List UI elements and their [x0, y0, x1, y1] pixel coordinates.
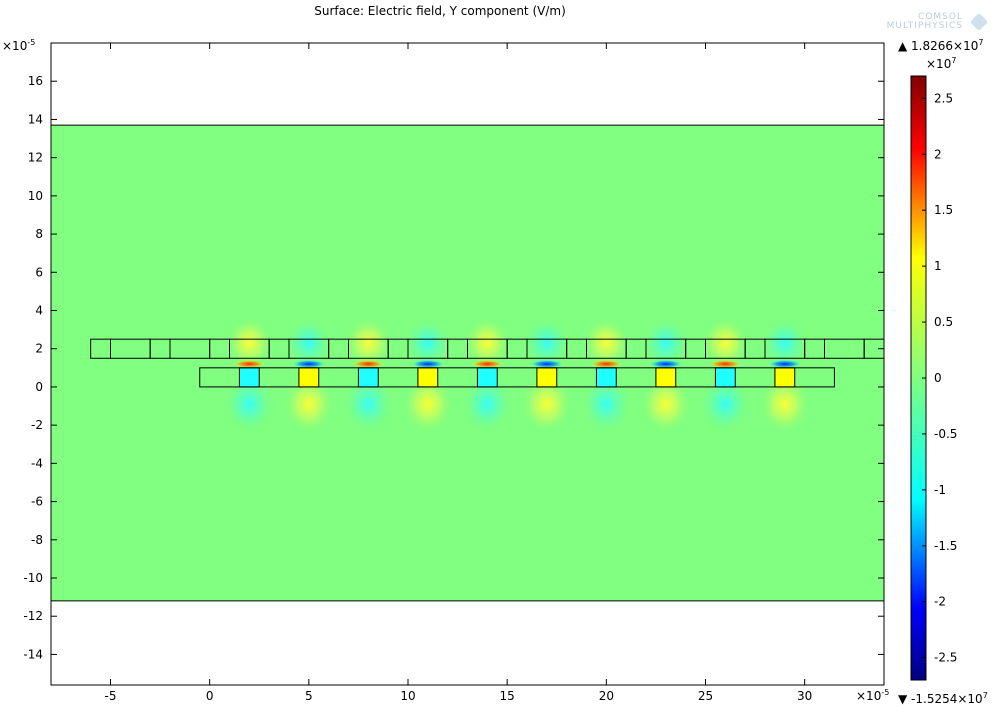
field-hotspot: [471, 360, 504, 368]
electrode-outline: [238, 367, 260, 388]
field-hotspot: [590, 360, 623, 368]
y-axis-multiplier: ×10-5: [2, 38, 35, 53]
field-lobe-upper: [463, 316, 512, 369]
x-tick-label: 0: [206, 689, 214, 703]
y-tick-label: -2: [31, 418, 43, 432]
colorbar-tick-label: -2.5: [934, 651, 957, 665]
colorbar-multiplier: ×107: [926, 56, 956, 71]
field-lobe-lower: [639, 374, 692, 435]
y-tick-label: 6: [35, 265, 43, 279]
x-axis-multiplier: ×10-5: [856, 688, 889, 703]
field-lobe-lower: [342, 374, 395, 435]
colorbar-tick-label: -1.5: [934, 539, 957, 553]
y-tick-label: -8: [31, 533, 43, 547]
y-tick-label: 14: [28, 112, 43, 126]
field-lobe-lower: [580, 374, 633, 435]
field-lobe-lower: [520, 374, 573, 435]
x-tick-label: 5: [305, 689, 313, 703]
electrode-outline: [714, 367, 736, 388]
field-lobe-upper: [522, 316, 571, 369]
y-tick-label: -4: [31, 456, 43, 470]
electrode-outline: [595, 367, 617, 388]
field-lobe-lower: [461, 374, 514, 435]
x-tick-label: 10: [400, 689, 415, 703]
field-lobe-upper: [701, 316, 750, 369]
electrode-field: [358, 367, 379, 387]
colorbar-tick-label: 0.5: [934, 315, 953, 329]
field-hotspot: [709, 360, 742, 368]
colorbar-tick-label: -0.5: [934, 427, 957, 441]
electrode-field: [774, 367, 795, 387]
lower-strip: [199, 367, 835, 388]
plot-frame: [50, 42, 885, 686]
comsol-logo: COMSOL MULTIPHYSICS: [869, 12, 989, 34]
colorbar-tick-label: 2: [934, 147, 942, 161]
colorbar-tick-label: -2: [934, 595, 946, 609]
y-tick-label: -10: [23, 571, 43, 585]
x-tick-label: 25: [698, 689, 713, 703]
y-tick-label: 10: [28, 189, 43, 203]
colorbar-tick-label: -1: [934, 483, 946, 497]
colorbar-tick-label: 2.5: [934, 91, 953, 105]
colorbar-max-label: ▲ 1.8266×107: [898, 38, 983, 53]
colorbar-tick-label: 1.5: [934, 203, 953, 217]
electrode-outline: [298, 367, 320, 388]
y-tick-label: 16: [28, 74, 43, 88]
electrode-field: [298, 367, 319, 387]
field-hotspot: [292, 360, 325, 368]
x-tick-label: 15: [500, 689, 515, 703]
y-tick-label: 2: [35, 342, 43, 356]
field-lobe-lower: [223, 374, 276, 435]
y-tick-label: 8: [35, 227, 43, 241]
x-tick-label: -5: [105, 689, 117, 703]
field-hotspot: [649, 360, 682, 368]
field-lobe-upper: [641, 316, 690, 369]
electrode-outline: [357, 367, 379, 388]
electrode-outline: [774, 367, 796, 388]
electrode-outline: [655, 367, 677, 388]
colorbar-tick-label: 1: [934, 259, 942, 273]
field-lobe-upper: [582, 316, 631, 369]
y-tick-label: -12: [23, 609, 43, 623]
logo-text-line1: COMSOL: [918, 12, 963, 22]
field-lobe-upper: [403, 316, 452, 369]
y-tick-label: 12: [28, 151, 43, 165]
field-hotspot: [352, 360, 385, 368]
field-lobe-lower: [401, 374, 454, 435]
y-tick-label: -6: [31, 495, 43, 509]
electrode-field: [239, 367, 260, 387]
logo-text-line2: MULTIPHYSICS: [886, 21, 963, 31]
electrode-field: [596, 367, 617, 387]
field-hotspot: [768, 360, 801, 368]
field-hotspot: [411, 360, 444, 368]
colorbar-tick-label: 0: [934, 371, 942, 385]
y-tick-label: -14: [23, 647, 43, 661]
field-lobe-upper: [344, 316, 393, 369]
electrode-field: [477, 367, 498, 387]
electrode-outline: [476, 367, 498, 388]
electrode-field: [536, 367, 557, 387]
y-tick-label: 4: [35, 304, 43, 318]
chart-title: Surface: Electric field, Y component (V/…: [314, 4, 566, 18]
field-lobe-upper: [225, 316, 274, 369]
field-hotspot: [530, 360, 563, 368]
electrode-field: [655, 367, 676, 387]
electrode-field: [715, 367, 736, 387]
electrode-field: [417, 367, 438, 387]
field-domain: [51, 125, 884, 601]
field-lobe-upper: [284, 316, 333, 369]
field-lobe-lower: [758, 374, 811, 435]
x-tick-label: 20: [599, 689, 614, 703]
field-lobe-upper: [760, 316, 809, 369]
x-tick-label: 30: [797, 689, 812, 703]
field-lobe-lower: [699, 374, 752, 435]
field-hotspot: [233, 360, 266, 368]
field-lobe-lower: [282, 374, 335, 435]
electrode-outline: [536, 367, 558, 388]
y-tick-label: 0: [35, 380, 43, 394]
electrode-outline: [417, 367, 439, 388]
colorbar-min-label: ▼ -1.5254×107: [898, 691, 988, 706]
